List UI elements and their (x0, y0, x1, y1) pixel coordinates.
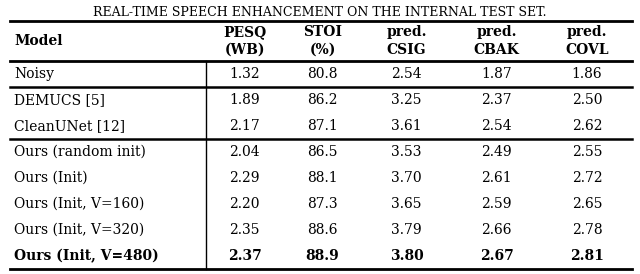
Text: 2.72: 2.72 (572, 171, 602, 185)
Text: 1.89: 1.89 (230, 93, 260, 107)
Text: PESQ
(WB): PESQ (WB) (223, 25, 266, 57)
Text: 2.55: 2.55 (572, 145, 602, 159)
Text: 88.9: 88.9 (306, 249, 339, 263)
Text: 2.54: 2.54 (391, 67, 422, 81)
Text: 2.37: 2.37 (481, 93, 512, 107)
Text: CleanUNet [12]: CleanUNet [12] (14, 119, 125, 133)
Text: 2.66: 2.66 (481, 223, 512, 237)
Text: 87.3: 87.3 (307, 197, 338, 211)
Text: 3.80: 3.80 (390, 249, 424, 263)
Text: 86.2: 86.2 (307, 93, 338, 107)
Text: REAL-TIME SPEECH ENHANCEMENT ON THE INTERNAL TEST SET.: REAL-TIME SPEECH ENHANCEMENT ON THE INTE… (93, 6, 547, 19)
Text: 2.17: 2.17 (229, 119, 260, 133)
Text: 88.1: 88.1 (307, 171, 338, 185)
Text: 86.5: 86.5 (307, 145, 338, 159)
Text: pred.
COVL: pred. COVL (565, 25, 609, 57)
Text: Ours (Init, V=480): Ours (Init, V=480) (14, 249, 159, 263)
Text: 80.8: 80.8 (307, 67, 338, 81)
Text: 2.20: 2.20 (230, 197, 260, 211)
Text: 3.79: 3.79 (391, 223, 422, 237)
Text: 2.29: 2.29 (230, 171, 260, 185)
Text: 1.86: 1.86 (572, 67, 602, 81)
Text: 2.37: 2.37 (228, 249, 262, 263)
Text: Ours (Init, V=160): Ours (Init, V=160) (14, 197, 145, 211)
Text: 2.50: 2.50 (572, 93, 602, 107)
Text: 2.04: 2.04 (230, 145, 260, 159)
Text: 2.49: 2.49 (481, 145, 512, 159)
Text: Noisy: Noisy (14, 67, 54, 81)
Text: 2.78: 2.78 (572, 223, 602, 237)
Text: 2.81: 2.81 (570, 249, 604, 263)
Text: 2.54: 2.54 (481, 119, 512, 133)
Text: 3.70: 3.70 (391, 171, 422, 185)
Text: 2.65: 2.65 (572, 197, 602, 211)
Text: 2.59: 2.59 (481, 197, 512, 211)
Text: 2.61: 2.61 (481, 171, 512, 185)
Text: Ours (Init): Ours (Init) (14, 171, 88, 185)
Text: 1.32: 1.32 (230, 67, 260, 81)
Text: Model: Model (14, 34, 63, 48)
Text: 1.87: 1.87 (481, 67, 512, 81)
Text: DEMUCS [5]: DEMUCS [5] (14, 93, 105, 107)
Text: 87.1: 87.1 (307, 119, 338, 133)
Text: pred.
CBAK: pred. CBAK (474, 25, 520, 57)
Text: Ours (random init): Ours (random init) (14, 145, 146, 159)
Text: 88.6: 88.6 (307, 223, 338, 237)
Text: 2.62: 2.62 (572, 119, 602, 133)
Text: 2.35: 2.35 (230, 223, 260, 237)
Text: 2.67: 2.67 (480, 249, 513, 263)
Text: 3.25: 3.25 (391, 93, 422, 107)
Text: Ours (Init, V=320): Ours (Init, V=320) (14, 223, 144, 237)
Text: pred.
CSIG: pred. CSIG (387, 25, 427, 57)
Text: 3.61: 3.61 (391, 119, 422, 133)
Text: 3.65: 3.65 (391, 197, 422, 211)
Text: STOI
(%): STOI (%) (303, 25, 342, 57)
Text: 3.53: 3.53 (391, 145, 422, 159)
